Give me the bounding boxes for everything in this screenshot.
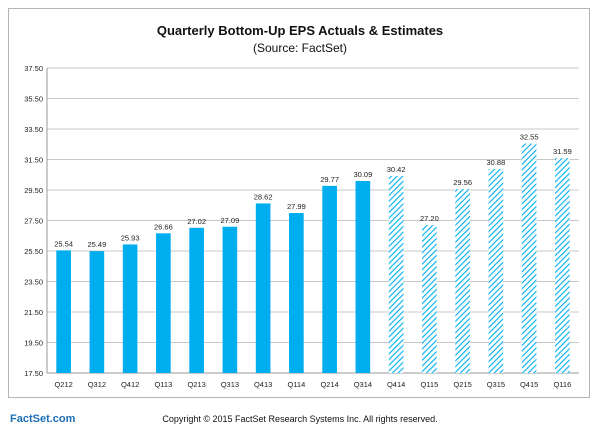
bar-value-label: 27.09 — [220, 216, 239, 225]
actual-bar — [255, 203, 271, 373]
bar-value-label: 26.66 — [154, 222, 173, 231]
actual-bar — [56, 250, 71, 373]
x-tick-label: Q116 — [553, 380, 571, 389]
actual-bar — [355, 181, 371, 373]
bar-value-label: 27.02 — [187, 217, 206, 226]
x-tick-label: Q412 — [121, 380, 139, 389]
bar-value-label: 30.09 — [353, 170, 372, 179]
y-tick-label: 37.50 — [24, 64, 43, 73]
actual-bar — [189, 227, 204, 373]
bar-chart: 17.50 19.50 21.50 23.50 25.50 27.50 29.50 31.50… — [24, 64, 579, 389]
x-tick-label: Q414 — [387, 380, 405, 389]
actual-bar — [156, 233, 171, 373]
estimate-bar — [521, 143, 537, 373]
x-tick-label: Q313 — [221, 380, 239, 389]
bar-value-label: 28.62 — [254, 192, 273, 201]
bar-value-label: 31.59 — [553, 147, 572, 156]
x-tick-label: Q215 — [453, 380, 471, 389]
x-tick-label: Q314 — [354, 380, 372, 389]
y-tick-label: 29.50 — [24, 186, 43, 195]
footer-copyright: Copyright © 2015 FactSet Research System… — [162, 414, 438, 424]
y-tick-label: 21.50 — [24, 308, 43, 317]
bar-value-label: 30.88 — [486, 158, 505, 167]
actual-bar — [322, 185, 337, 373]
chart-title: Quarterly Bottom-Up EPS Actuals & Estima… — [156, 23, 444, 38]
estimate-bar — [555, 158, 570, 373]
bar-value-label: 25.54 — [54, 239, 73, 248]
actual-bar — [222, 226, 238, 373]
estimate-bar — [388, 175, 404, 373]
y-tick-label: 23.50 — [24, 278, 43, 287]
x-tick-label: Q214 — [320, 380, 338, 389]
x-tick-label: Q415 — [520, 380, 538, 389]
actual-bar — [289, 213, 304, 373]
x-tick-label: Q312 — [88, 380, 106, 389]
x-tick-label: Q315 — [487, 380, 505, 389]
y-tick-label: 27.50 — [24, 217, 43, 226]
y-tick-label: 19.50 — [24, 339, 43, 348]
bar-value-label: 25.49 — [87, 240, 106, 249]
y-tick-label: 33.50 — [24, 125, 43, 134]
estimate-bar — [488, 168, 504, 373]
y-tick-label: 17.50 — [24, 369, 43, 378]
estimate-bar — [422, 225, 437, 373]
x-tick-label: Q115 — [420, 380, 438, 389]
actual-bar — [122, 244, 138, 373]
bar-value-label: 29.77 — [320, 175, 339, 184]
bar-value-label: 25.93 — [121, 233, 140, 242]
footer-brand: FactSet.com — [10, 413, 76, 425]
bar-value-label: 27.20 — [420, 214, 439, 223]
bar-value-label: 29.56 — [453, 178, 472, 187]
y-tick-label: 25.50 — [24, 247, 43, 256]
bar-value-label: 30.42 — [387, 165, 406, 174]
chart-frame: Quarterly Bottom-Up EPS Actuals & Estima… — [8, 8, 590, 398]
chart-subtitle: (Source: FactSet) — [252, 41, 348, 55]
y-tick-label: 35.50 — [24, 95, 43, 104]
estimate-bar — [455, 189, 470, 373]
x-tick-label: Q213 — [187, 380, 205, 389]
bar-value-label: 32.55 — [520, 132, 539, 141]
x-tick-label: Q113 — [154, 380, 172, 389]
y-tick-label: 31.50 — [24, 156, 43, 165]
x-tick-label: Q413 — [254, 380, 272, 389]
x-tick-label: Q114 — [287, 380, 305, 389]
actual-bar — [89, 251, 105, 373]
bar-value-label: 27.99 — [287, 202, 306, 211]
x-tick-label: Q212 — [54, 380, 72, 389]
